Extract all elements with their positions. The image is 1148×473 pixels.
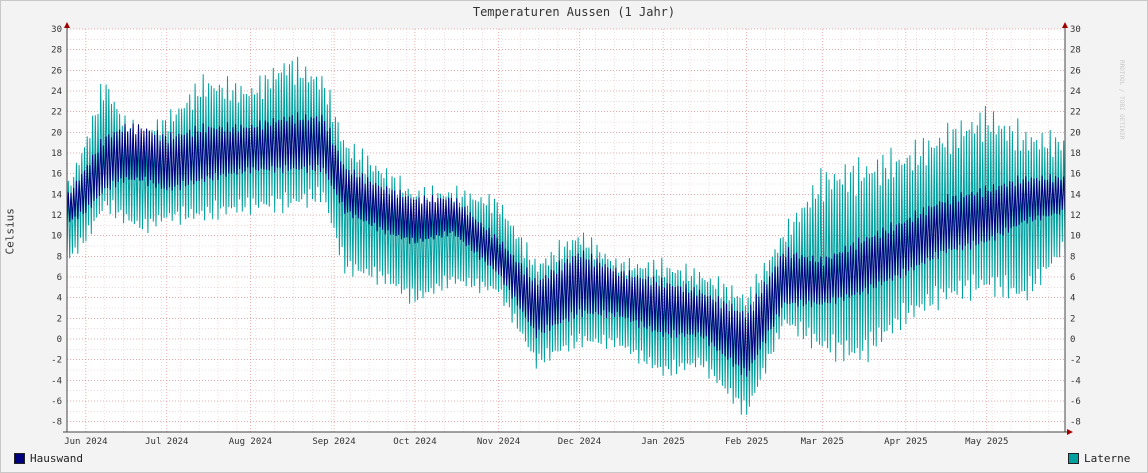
y-tick-label-left: 8 bbox=[57, 252, 62, 262]
y-tick-label-right: 12 bbox=[1070, 211, 1081, 221]
y-tick-label-right: -6 bbox=[1070, 397, 1081, 407]
y-tick-label-right: 14 bbox=[1070, 190, 1081, 200]
legend-label-laterne: Laterne bbox=[1084, 452, 1131, 465]
y-tick-label-left: 20 bbox=[51, 128, 62, 138]
y-tick-label-left: 28 bbox=[51, 46, 62, 56]
x-tick-label: Sep 2024 bbox=[312, 437, 355, 447]
y-tick-label-left: 24 bbox=[51, 87, 62, 97]
y-tick-label-right: 4 bbox=[1070, 294, 1075, 304]
y-tick-label-right: 0 bbox=[1070, 335, 1075, 345]
x-tick-label: Jun 2024 bbox=[64, 437, 107, 447]
y-tick-label-right: 30 bbox=[1070, 25, 1081, 35]
y-tick-label-left: -2 bbox=[51, 356, 62, 366]
y-tick-label-right: 18 bbox=[1070, 149, 1081, 159]
y-tick-label-right: -4 bbox=[1070, 376, 1081, 386]
y-tick-label-left: 26 bbox=[51, 66, 62, 76]
y-axis-arrow-left bbox=[64, 22, 70, 28]
y-tick-label-left: 14 bbox=[51, 190, 62, 200]
x-tick-label: Apr 2025 bbox=[884, 437, 927, 447]
y-tick-label-right: 26 bbox=[1070, 66, 1081, 76]
y-tick-label-right: 20 bbox=[1070, 128, 1081, 138]
y-tick-label-right: -8 bbox=[1070, 418, 1081, 428]
y-tick-label-left: 22 bbox=[51, 108, 62, 118]
y-tick-label-right: 22 bbox=[1070, 108, 1081, 118]
y-tick-label-left: 30 bbox=[51, 25, 62, 35]
x-tick-label: May 2025 bbox=[965, 437, 1008, 447]
legend-swatch-laterne bbox=[1068, 453, 1079, 464]
y-tick-label-right: 8 bbox=[1070, 252, 1075, 262]
y-tick-label-left: -8 bbox=[51, 418, 62, 428]
y-tick-label-right: 28 bbox=[1070, 46, 1081, 56]
x-tick-label: Jan 2025 bbox=[641, 437, 684, 447]
y-tick-label-right: 2 bbox=[1070, 314, 1075, 324]
y-tick-label-left: 16 bbox=[51, 170, 62, 180]
y-tick-label-left: 2 bbox=[57, 314, 62, 324]
x-tick-label: Oct 2024 bbox=[393, 437, 436, 447]
x-tick-label: Jul 2024 bbox=[145, 437, 188, 447]
chart-title: Temperaturen Aussen (1 Jahr) bbox=[472, 5, 676, 19]
y-tick-label-left: 0 bbox=[57, 335, 62, 345]
y-tick-label-left: 18 bbox=[51, 149, 62, 159]
y-tick-label-right: 10 bbox=[1070, 232, 1081, 242]
x-tick-label: Mar 2025 bbox=[801, 437, 844, 447]
legend-hauswand: Hauswand bbox=[14, 452, 83, 465]
y-tick-label-left: -4 bbox=[51, 376, 62, 386]
y-tick-label-left: 10 bbox=[51, 232, 62, 242]
x-tick-label: Nov 2024 bbox=[477, 437, 520, 447]
y-tick-label-left: -6 bbox=[51, 397, 62, 407]
x-axis-arrow bbox=[1067, 429, 1073, 435]
y-tick-label-right: 6 bbox=[1070, 273, 1075, 283]
x-tick-label: Aug 2024 bbox=[229, 437, 272, 447]
x-tick-label: Dec 2024 bbox=[558, 437, 601, 447]
legend-swatch-hauswand bbox=[14, 453, 25, 464]
legend-laterne: Laterne bbox=[1068, 452, 1130, 465]
y-tick-label-right: 24 bbox=[1070, 87, 1081, 97]
series-line-hauswand bbox=[66, 112, 1066, 377]
y-tick-label-right: -2 bbox=[1070, 356, 1081, 366]
y-tick-label-left: 6 bbox=[57, 273, 62, 283]
legend-label-hauswand: Hauswand bbox=[30, 452, 83, 465]
y-tick-label-left: 12 bbox=[51, 211, 62, 221]
x-tick-label: Feb 2025 bbox=[725, 437, 768, 447]
y-tick-label-left: 4 bbox=[57, 294, 62, 304]
y-tick-label-right: 16 bbox=[1070, 170, 1081, 180]
y-axis-arrow-right bbox=[1062, 22, 1068, 28]
